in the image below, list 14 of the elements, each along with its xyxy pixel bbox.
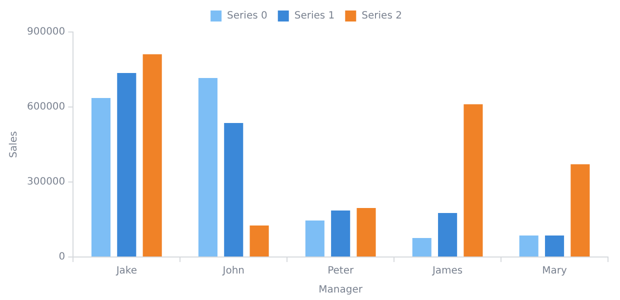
y-tick-label: 0 — [58, 252, 66, 263]
y-tick-label: 600000 — [26, 102, 66, 113]
y-axis-title: Sales — [8, 131, 20, 158]
legend-label: Series 0 — [227, 10, 268, 22]
legend-label: Series 2 — [362, 10, 402, 22]
x-tick-label: Jake — [115, 266, 137, 277]
x-tick-label: John — [222, 266, 244, 277]
x-tick-label: James — [431, 266, 463, 277]
x-tick-label: Mary — [542, 266, 567, 277]
y-tick-label: 900000 — [26, 26, 66, 38]
x-tick-label: Peter — [328, 266, 354, 277]
legend-label: Series 1 — [294, 10, 335, 22]
y-tick-label: 300000 — [26, 176, 66, 188]
x-axis-title: Manager — [318, 284, 364, 296]
